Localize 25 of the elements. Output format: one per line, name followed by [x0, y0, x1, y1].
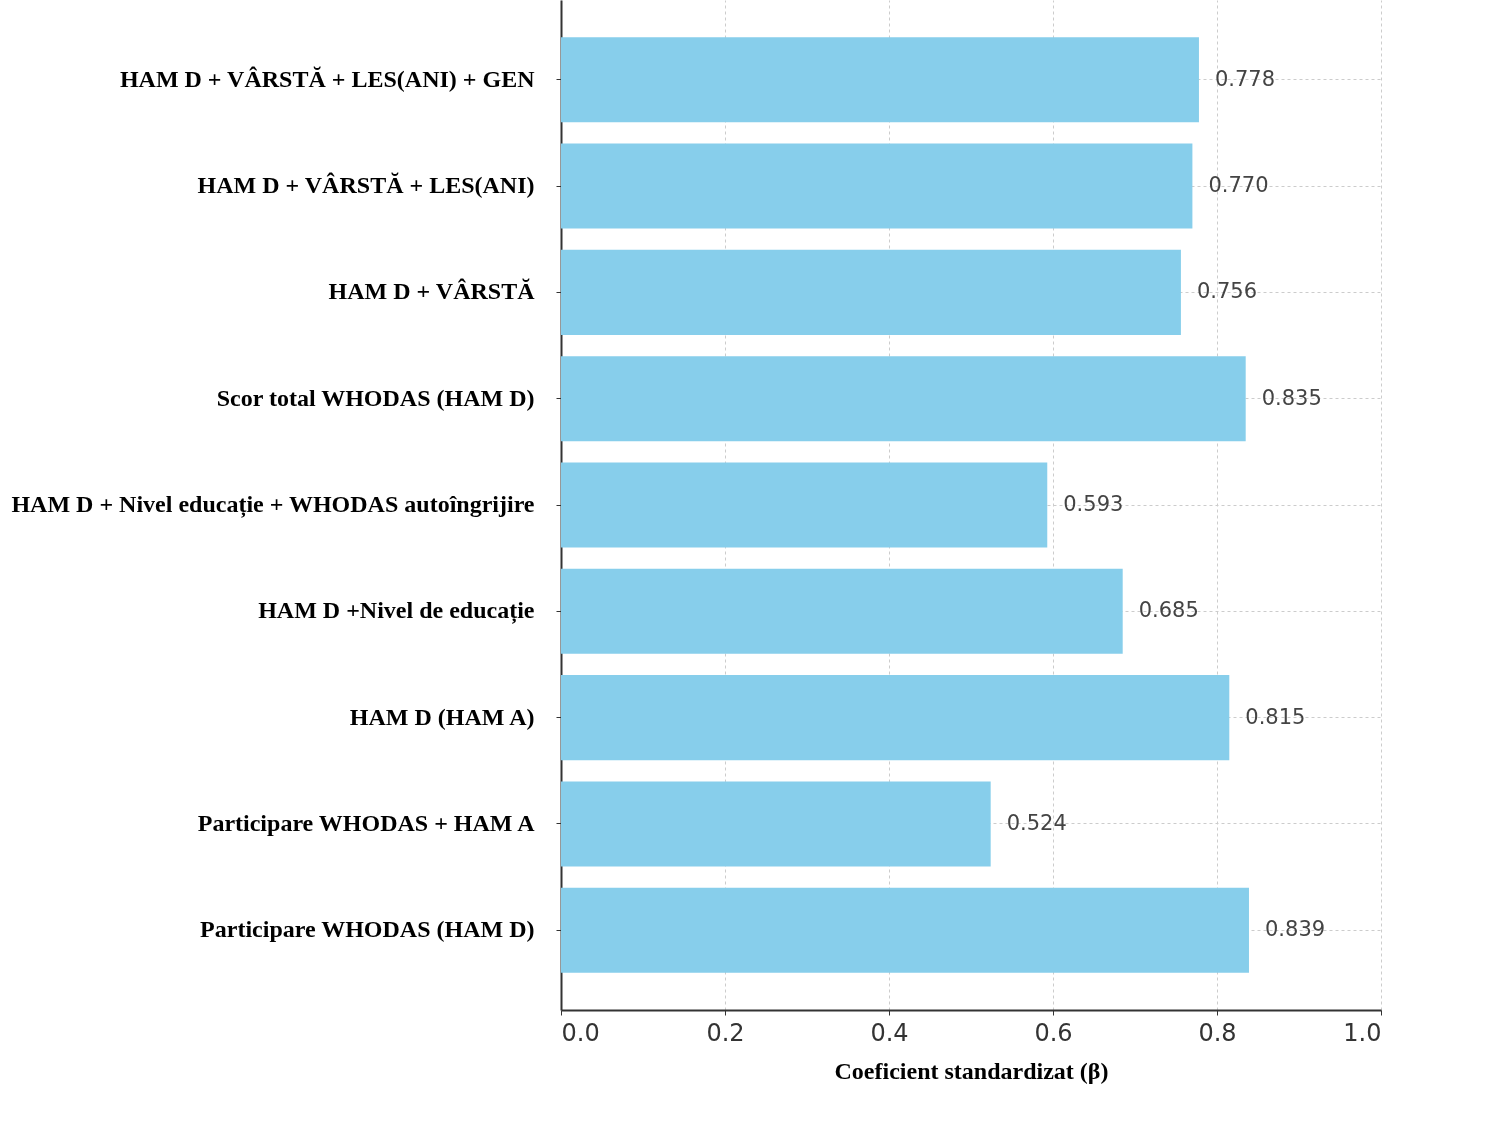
y-tick-label: HAM D + VÂRSTĂ + LES(ANI): [197, 172, 535, 199]
data-label: 0.839: [1264, 917, 1326, 942]
y-tick-label: HAM D + VÂRSTĂ: [328, 278, 536, 305]
data-label: 0.685: [1138, 598, 1199, 623]
y-tick-label: HAM D + VÂRSTĂ + LES(ANI) + GEN: [119, 65, 536, 92]
y-tick-label: HAM D + Nivel educație + WHODAS autoîngrijire: [11, 491, 535, 518]
x-tick-label: 0.0: [561, 1018, 600, 1047]
y-tick-label: Scor total WHODAS (HAM D): [216, 384, 535, 411]
x-tick-label: 0.6: [1034, 1018, 1073, 1047]
data-label: 0.778: [1214, 66, 1276, 91]
data-label: 0.835: [1261, 385, 1322, 410]
x-tick-label: 0.4: [870, 1018, 909, 1047]
x-tick-label: 0.8: [1198, 1018, 1237, 1047]
x-tick-label: 0.2: [706, 1018, 745, 1047]
y-tick-label: Participare WHODAS (HAM D): [200, 916, 535, 943]
x-axis-title: Coeficient standardizat (β): [834, 1057, 1109, 1084]
x-tick-label: 1.0: [1343, 1018, 1382, 1047]
y-tick-label: HAM D +Nivel de educație: [258, 597, 535, 625]
data-label: 0.524: [1006, 810, 1067, 835]
data-label: 0.815: [1245, 704, 1306, 729]
data-label: 0.593: [1063, 492, 1124, 516]
data-label: 0.756: [1196, 279, 1258, 304]
y-tick-label: Participare WHODAS + HAM A: [197, 809, 536, 836]
y-tick-label: HAM D (HAM A): [349, 703, 535, 730]
data-label: 0.770: [1208, 173, 1269, 198]
